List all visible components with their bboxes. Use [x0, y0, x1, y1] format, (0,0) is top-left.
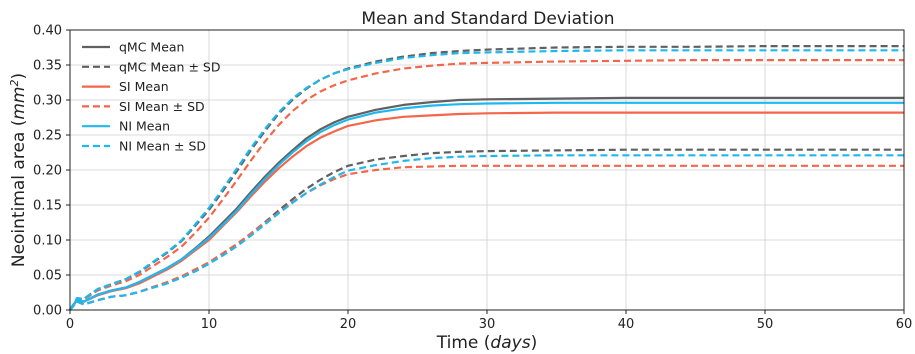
- legend-label: NI Mean ± SD: [119, 139, 206, 154]
- x-tick-label: 0: [66, 317, 74, 332]
- series-lines: [69, 45, 904, 311]
- x-axis-label-suffix: ): [531, 333, 538, 353]
- legend-label: qMC Mean ± SD: [119, 59, 220, 74]
- x-tick-label: 60: [896, 317, 913, 332]
- y-tick-label: 0.00: [33, 304, 62, 319]
- y-tick-label: 0.35: [33, 59, 62, 74]
- y-axis-label-exponent: 2: [8, 80, 21, 87]
- y-axis-label: Neointimal area (mm2): [8, 73, 30, 267]
- y-tick-label: 0.15: [33, 199, 62, 214]
- x-axis-label-unit: days: [490, 333, 530, 353]
- x-tick-label: 20: [340, 317, 357, 332]
- y-tick-label: 0.05: [33, 269, 62, 284]
- x-tick-label: 10: [201, 317, 218, 332]
- legend: qMC Mean qMC Mean ± SD SI Mean SI Mean ± SD…: [82, 40, 220, 154]
- legend-label: NI Mean: [119, 119, 170, 134]
- y-tick-label: 0.10: [33, 234, 62, 249]
- y-tick-label: 0.20: [33, 164, 62, 179]
- legend-label: qMC Mean: [119, 40, 184, 55]
- y-tick-label: 0.25: [33, 129, 62, 144]
- x-tick-label: 30: [479, 317, 496, 332]
- tick-labels: 0 10 20 30 40 50 60 0.00 0.05 0.10 0.15 0.20 0.25 0.3…: [33, 24, 912, 333]
- series-line-8: [69, 154, 904, 311]
- y-tick-label: 0.30: [33, 94, 62, 109]
- y-axis-label-unit: mm: [9, 87, 29, 120]
- series-line-6: [69, 101, 904, 311]
- y-axis-label-suffix: ): [9, 73, 29, 80]
- legend-label: SI Mean ± SD: [119, 99, 205, 114]
- y-axis-label-prefix: Neointimal area (: [9, 120, 29, 268]
- y-tick-label: 0.40: [33, 24, 62, 39]
- legend-label: SI Mean: [119, 79, 169, 94]
- x-axis-label-prefix: Time (: [436, 333, 491, 353]
- series-line-2: [69, 148, 904, 311]
- x-tick-label: 40: [618, 317, 635, 332]
- x-axis-label: Time (days): [436, 333, 537, 353]
- chart-title: Mean and Standard Deviation: [361, 9, 614, 29]
- x-tick-label: 50: [757, 317, 774, 332]
- series-line-4: [69, 59, 904, 311]
- series-line-7: [69, 49, 904, 311]
